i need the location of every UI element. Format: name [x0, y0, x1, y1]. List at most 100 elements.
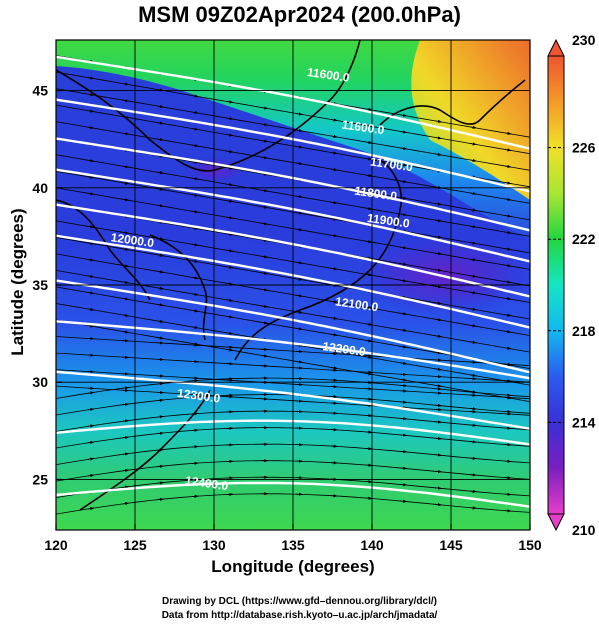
wind-arrow: [435, 268, 442, 272]
wind-arrow: [435, 469, 442, 474]
contour-label: 11700.0: [369, 154, 414, 174]
wind-arrow: [157, 497, 164, 502]
wind-arrow: [504, 396, 512, 400]
wind-arrow: [504, 346, 512, 350]
wind-arrow: [365, 124, 373, 128]
colorbar-tick-label: 226: [572, 140, 596, 156]
wind-arrow: [435, 503, 442, 507]
wind-arrow: [226, 249, 234, 253]
wind-arrow: [122, 435, 130, 440]
wind-arrow: [157, 104, 164, 109]
x-tick-label: 135: [281, 537, 305, 553]
wind-arrow: [469, 274, 477, 278]
wind-arrow: [87, 159, 95, 163]
wind-arrow: [122, 452, 130, 456]
wind-arrow: [400, 212, 408, 217]
wind-arrow: [365, 273, 373, 277]
wind-arrow: [435, 436, 442, 441]
wind-arrow: [400, 196, 408, 200]
wind-arrow: [469, 307, 477, 311]
wind-arrow: [87, 391, 95, 395]
wind-arrow: [226, 183, 234, 187]
wind-arrow: [330, 151, 338, 155]
wind-arrow: [122, 165, 130, 169]
wind-arrow: [87, 307, 95, 311]
wind-arrow: [435, 235, 442, 239]
colorbar-ticks: 210 214 218 222 226 230: [548, 32, 596, 538]
wind-arrow: [261, 155, 269, 160]
wind-arrow: [122, 98, 130, 103]
wind-arrow: [122, 313, 130, 317]
wind-arrow: [469, 208, 477, 212]
wind-arrow: [87, 241, 95, 245]
wind-arrow: [400, 179, 408, 184]
wind-arrow: [469, 373, 477, 377]
wind-arrow: [87, 258, 95, 262]
colorbar: 210 214 218 222 226 230: [547, 32, 596, 538]
wind-arrow: [122, 181, 130, 185]
wind-arrow: [157, 187, 164, 191]
wind-arrow: [330, 200, 338, 205]
wind-arrow: [261, 238, 269, 242]
wind-arrow: [261, 139, 269, 143]
colorbar-gradient: [547, 55, 565, 515]
wind-arrow: [157, 204, 164, 208]
wind-arrow: [469, 125, 477, 129]
wind-arrow: [400, 483, 408, 487]
wind-arrow: [122, 247, 130, 251]
wind-arrow: [365, 414, 373, 418]
wind-arrow: [296, 161, 303, 166]
wind-arrow: [261, 106, 269, 110]
wind-arrow: [469, 258, 477, 262]
wind-arrow: [157, 154, 164, 158]
wind-arrow: [296, 277, 303, 281]
wind-arrow: [157, 303, 164, 307]
wind-arrow: [157, 253, 164, 257]
contour-label: 11600.0: [341, 118, 386, 138]
wind-arrow: [87, 76, 95, 80]
contour-label: 12100.0: [334, 294, 379, 314]
wind-arrow: [504, 363, 512, 367]
wind-arrow: [365, 240, 373, 244]
wind-arrow: [365, 157, 373, 161]
wind-arrow: [191, 276, 199, 280]
wind-arrow: [400, 246, 408, 250]
colorbar-bottom-arrow: [547, 513, 565, 532]
wind-arrow: [226, 216, 234, 220]
wind-arrow: [157, 336, 164, 340]
wind-arrow: [157, 121, 164, 125]
y-tick-label: 35: [32, 277, 48, 293]
wind-arrow: [226, 166, 234, 170]
wind-arrow: [400, 113, 408, 117]
wind-arrow: [469, 241, 477, 245]
wind-arrow: [435, 301, 442, 305]
wind-arrow: [365, 322, 373, 326]
wind-arrow: [469, 423, 477, 427]
wind-arrow: [504, 313, 512, 317]
wind-arrow: [435, 367, 442, 371]
wind-arrow: [122, 468, 130, 473]
wind-arrow: [365, 190, 373, 194]
wind-arrow: [435, 384, 442, 388]
wind-arrow: [469, 224, 477, 229]
wind-arrow: [330, 267, 338, 271]
wind-arrow: [157, 382, 164, 386]
wind-arrow: [400, 400, 408, 404]
wind-arrow: [469, 324, 477, 328]
wind-arrow: [296, 128, 303, 133]
wind-arrow: [400, 262, 408, 266]
wind-arrow: [122, 386, 130, 390]
contour-labels: 11600.0 11600.0 11700.0 11800.0 11900.0 12000…: [110, 65, 414, 493]
wind-arrow: [469, 473, 477, 477]
wind-arrow: [122, 280, 130, 284]
wind-arrow: [122, 502, 130, 506]
wind-arrow: [122, 485, 130, 489]
wind-arrow: [122, 198, 130, 202]
wind-arrow: [435, 202, 442, 206]
wind-arrow: [504, 330, 512, 334]
wind-arrow: [122, 402, 130, 407]
y-tick-label: 25: [32, 471, 48, 487]
x-axis-label: Longitude (degrees): [211, 557, 375, 576]
wind-arrow: [191, 226, 199, 230]
wind-arrow: [400, 466, 408, 470]
